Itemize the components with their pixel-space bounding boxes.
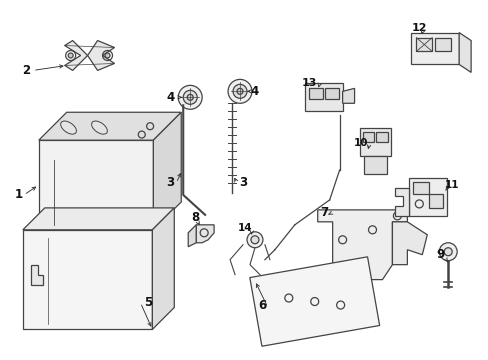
Text: 11: 11 bbox=[444, 180, 459, 190]
Polygon shape bbox=[392, 222, 427, 265]
Polygon shape bbox=[23, 208, 174, 230]
Polygon shape bbox=[249, 257, 379, 346]
Polygon shape bbox=[342, 88, 354, 103]
Bar bbox=[412, 182, 428, 194]
Bar bbox=[362, 132, 374, 142]
Text: 10: 10 bbox=[354, 138, 368, 148]
Bar bbox=[304, 84, 342, 111]
Bar bbox=[376, 132, 387, 142]
Circle shape bbox=[178, 85, 202, 109]
Bar bbox=[308, 88, 322, 99]
Ellipse shape bbox=[91, 121, 107, 134]
Polygon shape bbox=[317, 210, 407, 280]
Polygon shape bbox=[395, 188, 408, 216]
Text: 8: 8 bbox=[191, 211, 199, 224]
Text: 7: 7 bbox=[320, 206, 328, 219]
Text: 3: 3 bbox=[166, 176, 174, 189]
Text: 3: 3 bbox=[239, 176, 246, 189]
Bar bbox=[428, 194, 442, 208]
Polygon shape bbox=[31, 265, 42, 285]
Text: 9: 9 bbox=[435, 248, 444, 261]
Bar bbox=[359, 128, 390, 156]
Text: 1: 1 bbox=[15, 188, 23, 202]
Circle shape bbox=[187, 94, 193, 100]
Text: 4: 4 bbox=[250, 85, 259, 98]
Bar bbox=[324, 88, 338, 99]
Text: 13: 13 bbox=[302, 78, 317, 88]
Circle shape bbox=[246, 232, 263, 248]
Circle shape bbox=[233, 84, 246, 98]
Text: 5: 5 bbox=[144, 296, 152, 309]
Circle shape bbox=[146, 123, 153, 130]
Circle shape bbox=[250, 236, 259, 244]
Circle shape bbox=[443, 248, 451, 256]
Bar bbox=[410, 32, 458, 64]
Ellipse shape bbox=[61, 121, 76, 134]
Polygon shape bbox=[153, 112, 181, 230]
Polygon shape bbox=[23, 230, 152, 329]
Text: 14: 14 bbox=[237, 223, 252, 233]
Circle shape bbox=[438, 243, 456, 261]
Circle shape bbox=[68, 53, 73, 58]
Polygon shape bbox=[152, 208, 174, 329]
Circle shape bbox=[237, 88, 243, 94]
Polygon shape bbox=[39, 140, 153, 230]
Polygon shape bbox=[196, 225, 214, 243]
Polygon shape bbox=[64, 41, 87, 71]
Bar bbox=[408, 178, 447, 216]
Polygon shape bbox=[458, 32, 470, 72]
Circle shape bbox=[138, 131, 145, 138]
Circle shape bbox=[183, 90, 197, 104]
Bar bbox=[434, 37, 450, 51]
Text: 2: 2 bbox=[22, 64, 30, 77]
Text: 6: 6 bbox=[257, 299, 265, 312]
Polygon shape bbox=[188, 225, 196, 247]
Polygon shape bbox=[87, 41, 114, 71]
Bar bbox=[415, 37, 431, 51]
Circle shape bbox=[105, 53, 110, 58]
Text: 12: 12 bbox=[411, 23, 426, 33]
Polygon shape bbox=[39, 112, 181, 140]
Circle shape bbox=[227, 80, 251, 103]
Text: 4: 4 bbox=[166, 91, 174, 104]
Bar bbox=[363, 156, 386, 174]
